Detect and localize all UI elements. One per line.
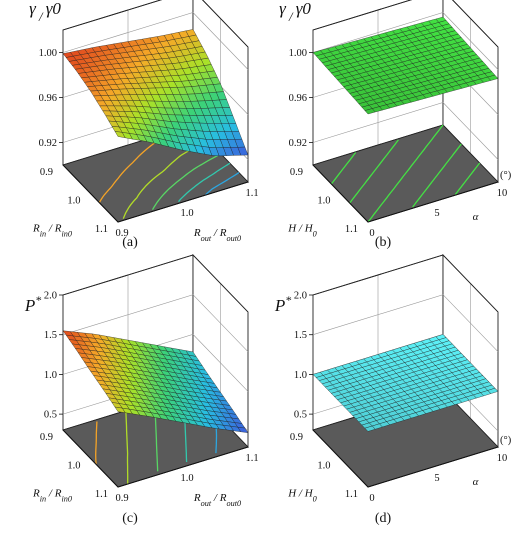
surface-panel-3: 2.0 1.5 1.0 0.5 0.9 1.0 1.1 0.9 1.0 1.1 Rin / Rin0… (24, 253, 259, 526)
contour-line (177, 162, 231, 203)
y-tick-label: 1.1 (245, 453, 258, 464)
panel-caption: (a) (122, 235, 138, 250)
wall-gridline (62, 294, 249, 352)
z-tick-label: 0.92 (289, 138, 307, 149)
wall-gridline (62, 12, 249, 70)
y-tick-label: 0.9 (115, 228, 128, 239)
y-tick-label: 5 (434, 473, 439, 484)
x-tick-label: 1.0 (67, 461, 80, 472)
surface-panel-4: 2.0 1.5 1.0 0.5 0.9 1.0 1.1 0 5 10 H / H0 α (°) P* (d) (274, 253, 512, 526)
x-axis-label: H / H0 (287, 223, 317, 239)
surface-mesh (62, 29, 249, 157)
y-tick-label: 0 (369, 493, 374, 504)
z-tick-label: 1.00 (289, 48, 307, 59)
wall-gridline (312, 294, 499, 352)
x-axis-label: Rin / Rin0 (32, 488, 73, 504)
contour-line (151, 153, 222, 211)
y-axis-label: α (473, 476, 479, 488)
y-tick-label: 1.0 (180, 208, 193, 219)
wall-gridline (312, 102, 499, 160)
surface-panel-2: 1.00 0.96 0.92 0.9 1.0 1.1 0 5 10 H / H0 α (°) γ / γ… (279, 0, 512, 250)
contour-line (367, 124, 444, 223)
contour-line (454, 162, 481, 195)
y-tick-label: 1.0 (180, 473, 193, 484)
z-tick-label: 2.0 (44, 291, 57, 302)
x-tick-label: 1.1 (345, 224, 358, 235)
x-tick-label: 0.9 (40, 167, 53, 178)
z-axis-label: γ / γ0 (279, 0, 311, 24)
surface-patch (364, 425, 376, 432)
y-axis-unit: (°) (500, 435, 512, 446)
x-tick-label: 0.9 (290, 167, 303, 178)
x-axis-label: Rin / Rin0 (32, 223, 73, 239)
y-tick-label: 0.9 (115, 493, 128, 504)
x-tick-label: 1.1 (345, 489, 358, 500)
x-tick-label: 1.1 (95, 224, 108, 235)
y-tick-label: 5 (434, 208, 439, 219)
y-axis-label: Rout / Rout0 (193, 492, 242, 508)
panel-caption: (d) (375, 511, 392, 526)
x-tick-label: 1.0 (317, 461, 330, 472)
x-tick-label: 0.9 (290, 432, 303, 443)
z-tick-label: 1.00 (39, 48, 57, 59)
surface-patch (364, 108, 376, 115)
floor-contour-map (312, 124, 499, 223)
z-tick-label: 1.5 (294, 330, 307, 341)
z-tick-label: 0.96 (289, 93, 307, 104)
surface-panel-1: 1.00 0.96 0.92 0.9 1.0 1.1 0.9 1.0 1.1 Rin / Rin0… (29, 0, 259, 250)
z-tick-label: 1.0 (294, 370, 307, 381)
y-axis-label: Rout / Rout0 (193, 227, 242, 243)
z-tick-label: 0.5 (294, 410, 307, 421)
z-tick-label: 2.0 (294, 291, 307, 302)
contour-line (205, 172, 240, 196)
z-tick-label: 0.96 (39, 93, 57, 104)
y-tick-label: 10 (497, 453, 508, 464)
x-tick-label: 1.0 (67, 196, 80, 207)
z-tick-label: 1.0 (44, 370, 57, 381)
x-tick-label: 0.9 (40, 432, 53, 443)
panel-caption: (c) (122, 511, 138, 526)
z-tick-label: 1.5 (44, 330, 57, 341)
z-tick-label: 0.5 (44, 410, 57, 421)
y-tick-label: 1.1 (245, 188, 258, 199)
x-tick-label: 1.1 (95, 489, 108, 500)
x-tick-label: 1.0 (317, 196, 330, 207)
contour-line (95, 421, 98, 465)
surface-patch (114, 406, 126, 413)
y-axis-label: α (473, 211, 479, 223)
z-axis-label: P* (274, 293, 291, 315)
z-tick-label: 0.92 (39, 138, 57, 149)
surface-mesh (312, 334, 499, 432)
y-tick-label: 10 (497, 188, 508, 199)
surface-mesh (62, 330, 249, 433)
contour-line (349, 139, 399, 204)
contour-line (412, 143, 462, 208)
wall-gridline (312, 12, 499, 70)
y-tick-label: 0 (369, 228, 374, 239)
contour-line (125, 412, 129, 484)
x-axis-label: H / H0 (287, 488, 317, 504)
y-axis-unit: (°) (500, 170, 512, 181)
surface-patch (114, 131, 126, 139)
z-axis-label: P* (24, 293, 41, 315)
panel-caption: (b) (375, 235, 392, 250)
contour-line (330, 152, 357, 185)
surface-mesh (312, 16, 499, 115)
z-axis-label: γ / γ0 (29, 0, 61, 24)
